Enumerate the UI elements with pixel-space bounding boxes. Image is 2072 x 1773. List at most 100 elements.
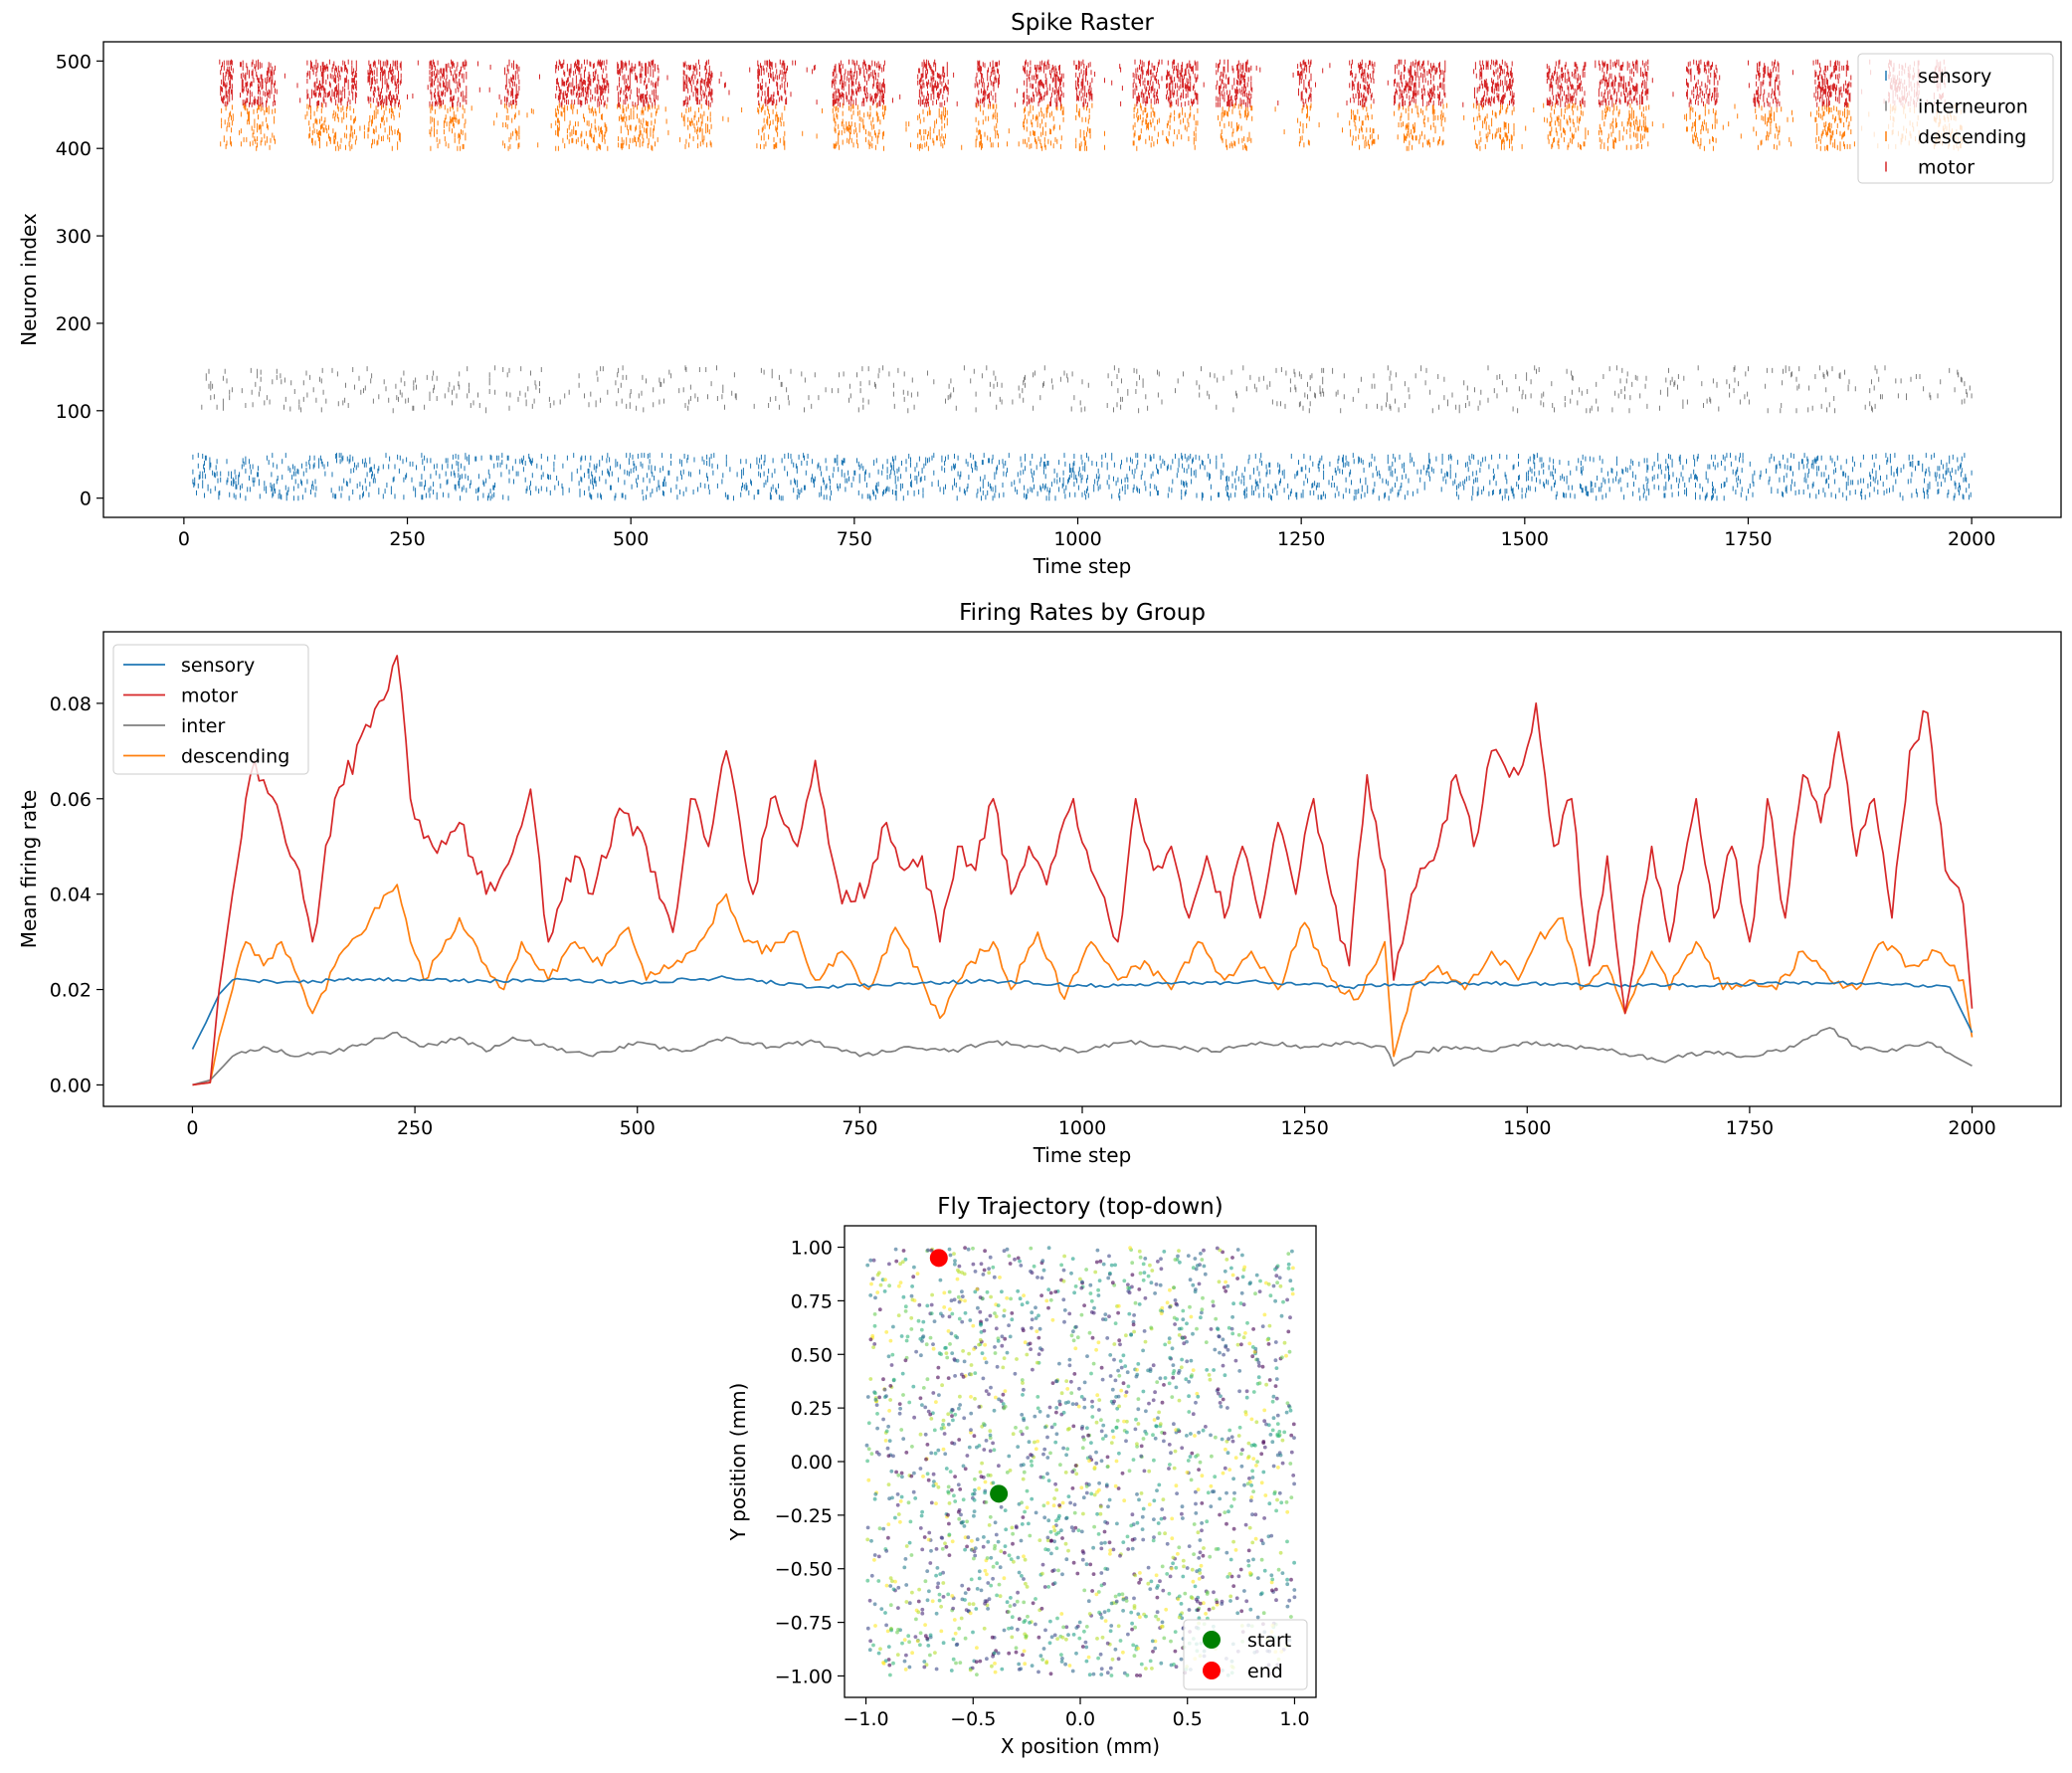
trajectory-point [1108, 1548, 1112, 1553]
x-tick-label: 500 [620, 1117, 656, 1139]
trajectory-point [1056, 1530, 1061, 1535]
trajectory-point [1193, 1257, 1198, 1261]
trajectory-point [1240, 1253, 1244, 1258]
trajectory-point [1289, 1450, 1294, 1455]
trajectory-point [1097, 1610, 1101, 1615]
trajectory-point [1181, 1574, 1186, 1579]
trajectory-point [1022, 1554, 1026, 1559]
trajectory-point [991, 1480, 996, 1485]
trajectory-point [1097, 1480, 1101, 1485]
trajectory-point [1154, 1282, 1159, 1286]
trajectory-point [1279, 1500, 1284, 1505]
trajectory-point [950, 1594, 955, 1598]
trajectory-point [1163, 1342, 1168, 1347]
trajectory-point [975, 1673, 979, 1676]
trajectory-point [1192, 1552, 1196, 1556]
trajectory-point [878, 1647, 882, 1652]
trajectory-point [875, 1426, 879, 1431]
trajectory-point [1014, 1426, 1018, 1430]
trajectory-point [1154, 1573, 1159, 1578]
trajectory-point [1002, 1249, 1007, 1254]
trajectory-point [987, 1392, 991, 1397]
trajectory-point [888, 1384, 893, 1388]
trajectory-point [1230, 1314, 1234, 1319]
trajectory-point [993, 1311, 997, 1315]
x-tick-label: 1000 [1058, 1117, 1106, 1139]
trajectory-point [878, 1282, 883, 1287]
trajectory-point [1047, 1641, 1052, 1646]
trajectory-point [1253, 1291, 1257, 1296]
trajectory-point [1110, 1657, 1115, 1662]
trajectory-point [1205, 1592, 1210, 1596]
trajectory-point [966, 1535, 971, 1539]
trajectory-point [1208, 1377, 1213, 1382]
trajectory-point [1275, 1453, 1280, 1458]
x-tick-label: −1.0 [843, 1708, 888, 1730]
trajectory-point [1221, 1363, 1225, 1368]
y-tick-label: 300 [56, 226, 92, 248]
trajectory-point [1150, 1639, 1155, 1644]
trajectory-point [1010, 1311, 1015, 1315]
trajectory-point [1099, 1429, 1104, 1434]
trajectory-point [910, 1284, 914, 1288]
trajectory-point [1267, 1501, 1272, 1506]
trajectory-point [1223, 1269, 1227, 1274]
trajectory-point [1017, 1668, 1022, 1672]
trajectory-point [913, 1496, 918, 1500]
trajectory-point [986, 1607, 990, 1611]
trajectory-point [1101, 1262, 1106, 1267]
trajectory-point [865, 1459, 869, 1464]
trajectory-point [890, 1495, 894, 1500]
trajectory-point [1250, 1469, 1254, 1474]
trajectory-point [1190, 1373, 1194, 1378]
trajectory-point [995, 1364, 1000, 1369]
trajectory-point [1209, 1433, 1213, 1438]
trajectory-point [1173, 1630, 1178, 1634]
trajectory-point [940, 1546, 945, 1551]
trajectory-point [1262, 1419, 1267, 1424]
trajectory-point [1286, 1266, 1291, 1271]
trajectory-point [941, 1595, 946, 1599]
trajectory-point [1010, 1615, 1015, 1620]
trajectory-point [1191, 1368, 1196, 1372]
trajectory-point [1176, 1551, 1180, 1556]
trajectory-point [907, 1601, 912, 1606]
trajectory-point [1122, 1671, 1127, 1675]
trajectory-point [993, 1546, 997, 1551]
trajectory-point [931, 1472, 936, 1477]
trajectory-point [886, 1482, 891, 1486]
trajectory-point [1004, 1527, 1009, 1532]
trajectory-point [889, 1363, 894, 1367]
trajectory-point [1035, 1360, 1039, 1365]
trajectory-point [1254, 1464, 1258, 1468]
trajectory-point [979, 1475, 984, 1478]
trajectory-point [1273, 1358, 1278, 1363]
trajectory-point [1191, 1331, 1195, 1336]
trajectory-point [871, 1345, 875, 1349]
trajectory-point [1135, 1367, 1139, 1372]
trajectory-point [937, 1592, 942, 1597]
trajectory-point [1130, 1537, 1135, 1542]
trajectory-point [1143, 1295, 1148, 1300]
y-tick-label: 400 [56, 138, 92, 160]
trajectory-point [1062, 1308, 1067, 1312]
trajectory-point [985, 1572, 989, 1577]
trajectory-point [1125, 1534, 1130, 1539]
trajectory-point [1012, 1559, 1016, 1564]
trajectory-point [994, 1326, 999, 1331]
trajectory-point [1087, 1612, 1092, 1616]
trajectory-point [1262, 1408, 1267, 1413]
trajectory-point [1064, 1453, 1068, 1458]
trajectory-point [946, 1412, 951, 1417]
trajectory-point [902, 1659, 907, 1664]
trajectory-point [887, 1496, 891, 1501]
trajectory-point [1292, 1481, 1296, 1486]
trajectory-point [872, 1342, 877, 1346]
trajectory-point [1134, 1417, 1138, 1422]
trajectory-point [1058, 1463, 1062, 1468]
trajectory-point [1020, 1500, 1024, 1505]
trajectory-point [940, 1536, 945, 1540]
trajectory-point [968, 1668, 973, 1673]
trajectory-point [1165, 1300, 1170, 1305]
trajectory-point [1223, 1373, 1227, 1378]
